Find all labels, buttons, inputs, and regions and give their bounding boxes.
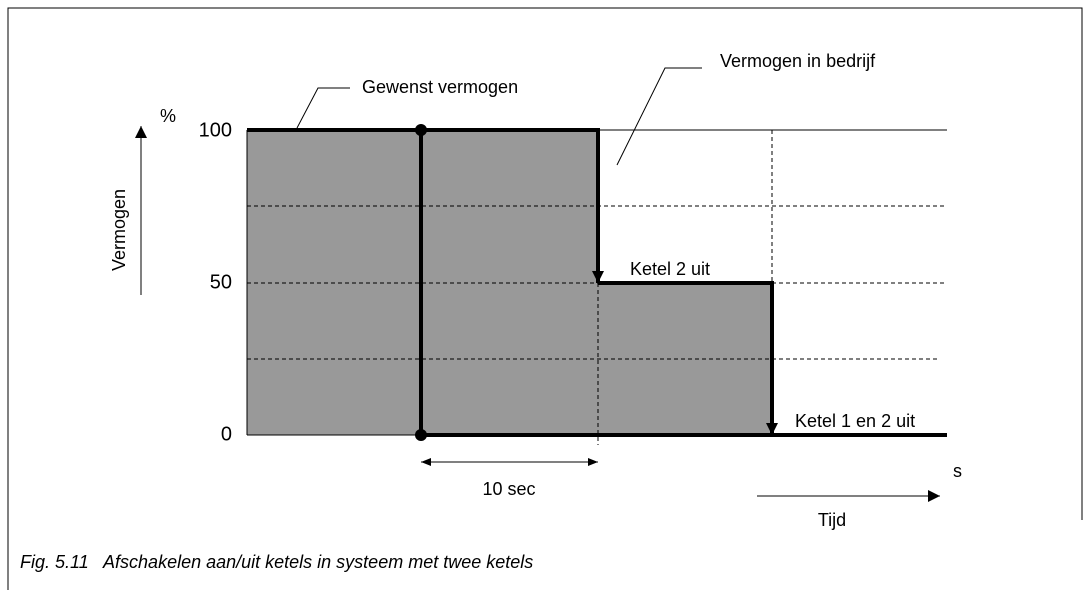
tick-label: 0 <box>221 423 232 445</box>
x-unit: s <box>953 461 962 481</box>
annotation: Ketel 1 en 2 uit <box>795 411 915 431</box>
annotation: Vermogen in bedrijf <box>720 51 876 71</box>
y-axis-label: Vermogen <box>109 189 129 271</box>
percent: % <box>160 106 176 126</box>
tick-label: 100 <box>199 119 232 141</box>
frame <box>7 7 1083 590</box>
x-axis-label: Tijd <box>818 510 846 530</box>
interval-label: 10 sec <box>482 479 535 499</box>
caption: Fig. 5.11 Afschakelen aan/uit ketels in … <box>20 552 533 572</box>
annotation: Gewenst vermogen <box>362 77 518 97</box>
leaders <box>135 67 940 502</box>
dot <box>415 429 427 441</box>
annotation: Ketel 2 uit <box>630 259 710 279</box>
tick-label: 50 <box>210 271 232 293</box>
power-lines <box>247 128 947 437</box>
dot <box>415 124 427 136</box>
